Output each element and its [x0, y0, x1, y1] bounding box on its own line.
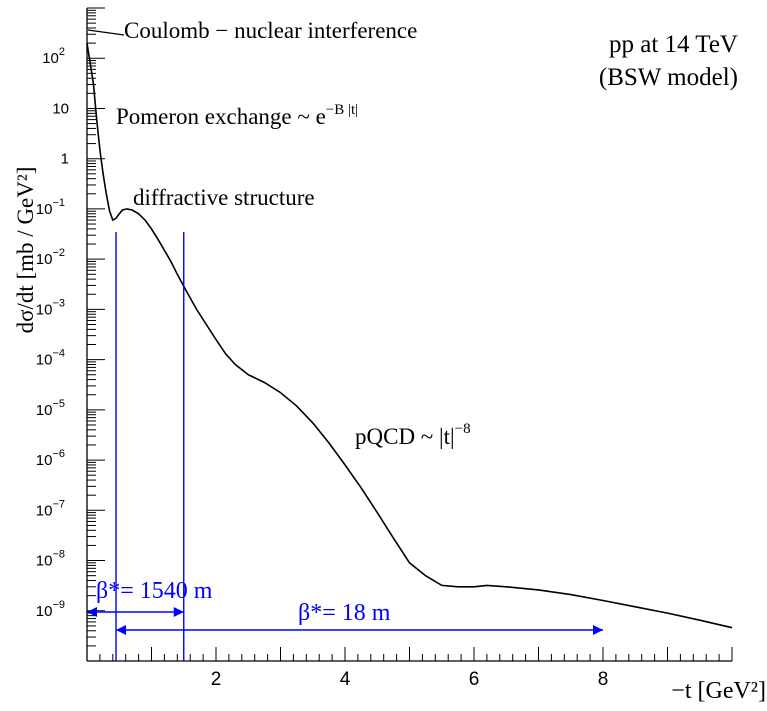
beta-1540-label: β*= 1540 m: [96, 578, 213, 604]
y-tick-label: 10−8: [36, 549, 65, 570]
beta-1540-arrow-arrowhead-left: [87, 607, 97, 617]
axis-ticks: [86, 7, 733, 662]
x-tick-label: 6: [469, 669, 480, 690]
annotation-pqcd-exponent: −8: [455, 421, 471, 437]
y-tick-label: 10−9: [36, 599, 65, 620]
y-tick-label: 10−3: [36, 297, 65, 318]
beta-markers: [87, 232, 603, 661]
y-tick-label: 10−7: [36, 498, 65, 519]
y-tick-label: 10−5: [36, 398, 65, 419]
x-tick-label: 2: [211, 669, 222, 690]
x-axis-label: −t [GeV²]: [671, 678, 766, 704]
y-tick-label: 10: [52, 100, 69, 117]
annotation-pomeron-exponent: −B |t|: [326, 102, 358, 118]
beta-1540-arrow-arrowhead-right: [173, 607, 184, 617]
y-tick-label: 10−6: [36, 448, 65, 469]
chart-title: pp at 14 TeV: [609, 31, 738, 58]
y-tick-label: 10−4: [36, 348, 65, 369]
y-tick-label: 102: [42, 46, 65, 67]
annotation-diffractive: diffractive structure: [133, 185, 315, 210]
beta-18-label: β*= 18 m: [298, 600, 391, 626]
y-axis-label: dσ/dt [mb / GeV²]: [13, 167, 38, 334]
y-tick-label: 10−2: [36, 247, 65, 268]
x-tick-label: 8: [598, 669, 609, 690]
beta-18-arrow-arrowhead-left: [116, 625, 127, 635]
annotation-pomeron: Pomeron exchange ~ e−B |t|: [116, 102, 358, 129]
tick-labels: 2 4 6 8 102 10 1 10−1 10−2 10−3 10−4 10−5 10−6 10−7 10…: [36, 46, 609, 690]
annotation-pomeron-base: Pomeron exchange ~ e: [116, 104, 326, 129]
cross-section-curve: [86, 42, 733, 629]
y-tick-label: 1: [61, 151, 69, 168]
x-tick-label: 4: [340, 669, 351, 690]
annotation-pqcd-base: pQCD ~ |t|: [355, 424, 455, 449]
annotation-pqcd: pQCD ~ |t|−8: [355, 421, 471, 449]
annotation-coulomb: Coulomb − nuclear interference: [124, 18, 417, 43]
beta-18-arrow-arrowhead-right: [593, 625, 603, 635]
chart-subtitle: (BSW model): [599, 64, 738, 91]
y-tick-label: 10−1: [36, 197, 65, 218]
coulomb-pointer-line: [87, 29, 125, 36]
